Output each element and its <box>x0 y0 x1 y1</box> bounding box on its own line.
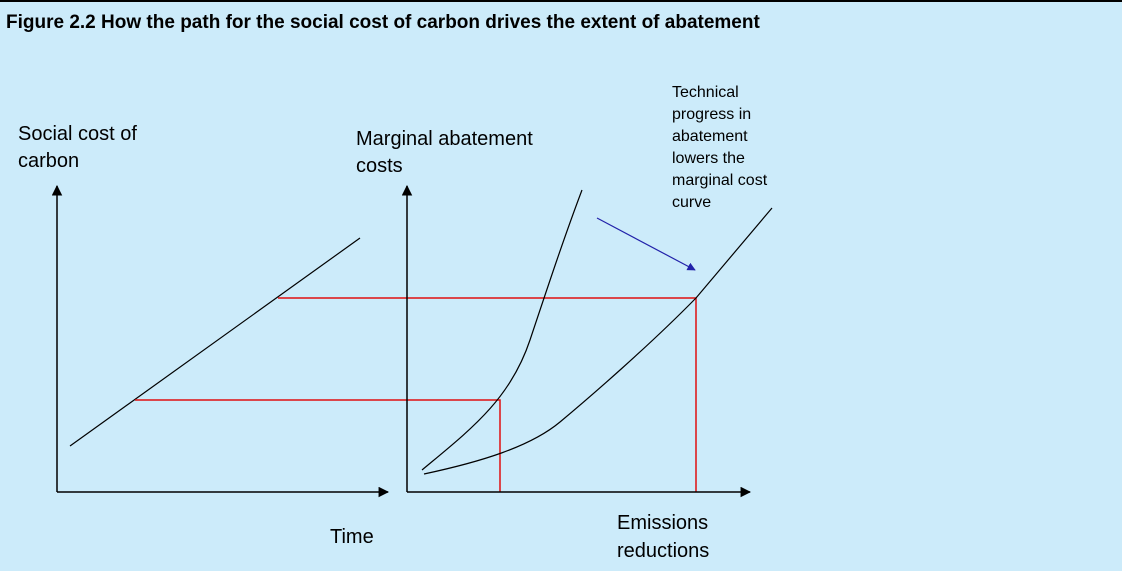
y-axis-label: Marginal abatement <box>356 128 533 150</box>
mac-curve-lowered <box>423 207 773 475</box>
annotation-arrow <box>596 217 696 271</box>
mac-curve-initial <box>421 189 583 471</box>
y-axis-label: costs <box>356 155 403 177</box>
x-axis-label: reductions <box>617 540 709 562</box>
annotation-line: marginal cost <box>672 172 768 189</box>
y-axis-label: carbon <box>18 150 79 172</box>
annotation-line: abatement <box>672 128 748 145</box>
annotation-line: curve <box>672 194 711 211</box>
x-axis-label: Emissions <box>617 512 708 534</box>
scc-path <box>69 237 361 447</box>
x-axis-label: Time <box>330 526 374 548</box>
figure-title: Figure 2.2 How the path for the social c… <box>6 12 760 33</box>
annotation-line: lowers the <box>672 150 745 167</box>
annotation-line: progress in <box>672 106 751 123</box>
guide-line <box>135 399 501 492</box>
y-axis-label: Social cost of <box>18 123 137 145</box>
annotation-line: Technical <box>672 84 739 101</box>
